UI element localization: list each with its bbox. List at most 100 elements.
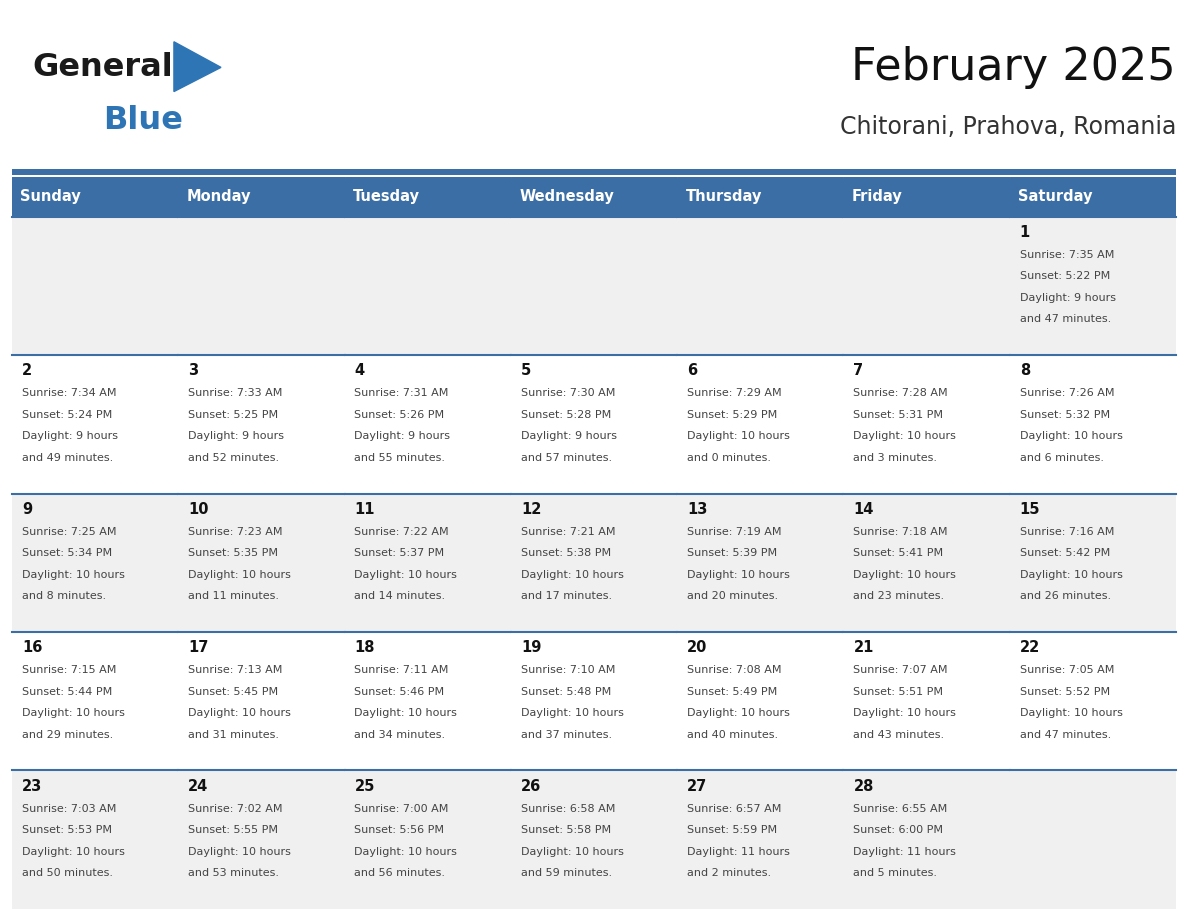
Text: Sunset: 5:41 PM: Sunset: 5:41 PM	[853, 548, 943, 558]
Text: Sunrise: 7:16 AM: Sunrise: 7:16 AM	[1019, 527, 1114, 537]
Text: 18: 18	[354, 640, 375, 655]
Text: Sunrise: 7:35 AM: Sunrise: 7:35 AM	[1019, 250, 1114, 260]
Text: Sunrise: 7:13 AM: Sunrise: 7:13 AM	[188, 666, 283, 675]
Text: Sunset: 5:25 PM: Sunset: 5:25 PM	[188, 409, 278, 420]
Text: Daylight: 10 hours: Daylight: 10 hours	[354, 846, 457, 856]
Text: Sunday: Sunday	[20, 189, 81, 205]
Text: 15: 15	[1019, 502, 1041, 517]
Text: Sunrise: 6:58 AM: Sunrise: 6:58 AM	[520, 803, 615, 813]
Text: Sunset: 5:55 PM: Sunset: 5:55 PM	[188, 825, 278, 835]
Text: Daylight: 10 hours: Daylight: 10 hours	[687, 708, 790, 718]
Text: 27: 27	[687, 778, 707, 794]
Text: 20: 20	[687, 640, 708, 655]
Text: Daylight: 10 hours: Daylight: 10 hours	[853, 570, 956, 579]
Text: Sunset: 6:00 PM: Sunset: 6:00 PM	[853, 825, 943, 835]
Text: 25: 25	[354, 778, 375, 794]
Text: Sunset: 5:37 PM: Sunset: 5:37 PM	[354, 548, 444, 558]
Text: Sunrise: 7:31 AM: Sunrise: 7:31 AM	[354, 388, 449, 398]
Text: Sunrise: 7:07 AM: Sunrise: 7:07 AM	[853, 666, 948, 675]
Text: 1: 1	[1019, 225, 1030, 240]
Text: Friday: Friday	[852, 189, 903, 205]
Text: Daylight: 9 hours: Daylight: 9 hours	[21, 431, 118, 442]
Text: Sunset: 5:51 PM: Sunset: 5:51 PM	[853, 687, 943, 697]
Text: Daylight: 10 hours: Daylight: 10 hours	[687, 570, 790, 579]
Text: Sunset: 5:42 PM: Sunset: 5:42 PM	[1019, 548, 1110, 558]
Text: Sunrise: 7:08 AM: Sunrise: 7:08 AM	[687, 666, 782, 675]
Text: and 55 minutes.: and 55 minutes.	[354, 453, 446, 463]
Text: Sunset: 5:38 PM: Sunset: 5:38 PM	[520, 548, 611, 558]
Text: Sunset: 5:39 PM: Sunset: 5:39 PM	[687, 548, 777, 558]
Text: 9: 9	[21, 502, 32, 517]
Text: Sunrise: 7:21 AM: Sunrise: 7:21 AM	[520, 527, 615, 537]
Text: and 59 minutes.: and 59 minutes.	[520, 868, 612, 878]
Text: Sunset: 5:24 PM: Sunset: 5:24 PM	[21, 409, 112, 420]
Text: 6: 6	[687, 364, 697, 378]
Polygon shape	[173, 41, 221, 92]
Text: Chitorani, Prahova, Romania: Chitorani, Prahova, Romania	[840, 115, 1176, 140]
Text: Wednesday: Wednesday	[519, 189, 614, 205]
Text: Daylight: 10 hours: Daylight: 10 hours	[1019, 431, 1123, 442]
Text: 14: 14	[853, 502, 874, 517]
Text: and 2 minutes.: and 2 minutes.	[687, 868, 771, 878]
Text: Sunset: 5:46 PM: Sunset: 5:46 PM	[354, 687, 444, 697]
Text: Sunrise: 7:29 AM: Sunrise: 7:29 AM	[687, 388, 782, 398]
Text: 26: 26	[520, 778, 541, 794]
Text: and 49 minutes.: and 49 minutes.	[21, 453, 113, 463]
Text: Sunset: 5:56 PM: Sunset: 5:56 PM	[354, 825, 444, 835]
Text: Sunrise: 7:03 AM: Sunrise: 7:03 AM	[21, 803, 116, 813]
Text: and 50 minutes.: and 50 minutes.	[21, 868, 113, 878]
Text: Sunset: 5:29 PM: Sunset: 5:29 PM	[687, 409, 777, 420]
Text: Daylight: 10 hours: Daylight: 10 hours	[520, 708, 624, 718]
Text: 23: 23	[21, 778, 42, 794]
Text: and 26 minutes.: and 26 minutes.	[1019, 591, 1111, 601]
Text: and 3 minutes.: and 3 minutes.	[853, 453, 937, 463]
Text: Sunset: 5:34 PM: Sunset: 5:34 PM	[21, 548, 112, 558]
Text: Sunset: 5:31 PM: Sunset: 5:31 PM	[853, 409, 943, 420]
Text: Sunset: 5:22 PM: Sunset: 5:22 PM	[1019, 272, 1110, 281]
Text: 2: 2	[21, 364, 32, 378]
Text: Sunrise: 7:10 AM: Sunrise: 7:10 AM	[520, 666, 615, 675]
Text: Tuesday: Tuesday	[353, 189, 419, 205]
Text: 11: 11	[354, 502, 375, 517]
Text: Sunrise: 7:19 AM: Sunrise: 7:19 AM	[687, 527, 782, 537]
Text: 5: 5	[520, 364, 531, 378]
Text: Sunset: 5:28 PM: Sunset: 5:28 PM	[520, 409, 611, 420]
Text: Sunset: 5:48 PM: Sunset: 5:48 PM	[520, 687, 611, 697]
Text: Daylight: 10 hours: Daylight: 10 hours	[853, 431, 956, 442]
Text: Daylight: 11 hours: Daylight: 11 hours	[687, 846, 790, 856]
Text: Daylight: 11 hours: Daylight: 11 hours	[853, 846, 956, 856]
Text: and 14 minutes.: and 14 minutes.	[354, 591, 446, 601]
Text: Daylight: 10 hours: Daylight: 10 hours	[520, 846, 624, 856]
Text: February 2025: February 2025	[852, 46, 1176, 89]
Text: Daylight: 10 hours: Daylight: 10 hours	[853, 708, 956, 718]
Text: Sunrise: 6:55 AM: Sunrise: 6:55 AM	[853, 803, 948, 813]
Text: 3: 3	[188, 364, 198, 378]
Text: and 40 minutes.: and 40 minutes.	[687, 730, 778, 740]
Text: Sunrise: 7:22 AM: Sunrise: 7:22 AM	[354, 527, 449, 537]
Text: and 31 minutes.: and 31 minutes.	[188, 730, 279, 740]
Text: and 34 minutes.: and 34 minutes.	[354, 730, 446, 740]
Text: Sunrise: 7:18 AM: Sunrise: 7:18 AM	[853, 527, 948, 537]
Text: and 17 minutes.: and 17 minutes.	[520, 591, 612, 601]
Text: and 37 minutes.: and 37 minutes.	[520, 730, 612, 740]
Text: and 5 minutes.: and 5 minutes.	[853, 868, 937, 878]
Text: Daylight: 10 hours: Daylight: 10 hours	[21, 846, 125, 856]
Text: Sunrise: 7:00 AM: Sunrise: 7:00 AM	[354, 803, 449, 813]
Text: Sunrise: 7:28 AM: Sunrise: 7:28 AM	[853, 388, 948, 398]
Text: Sunset: 5:58 PM: Sunset: 5:58 PM	[520, 825, 611, 835]
Text: Sunrise: 7:30 AM: Sunrise: 7:30 AM	[520, 388, 615, 398]
Text: Sunrise: 7:02 AM: Sunrise: 7:02 AM	[188, 803, 283, 813]
Text: General: General	[33, 52, 173, 83]
Text: Daylight: 9 hours: Daylight: 9 hours	[1019, 293, 1116, 303]
Text: Monday: Monday	[187, 189, 251, 205]
Text: Daylight: 10 hours: Daylight: 10 hours	[1019, 570, 1123, 579]
Text: 12: 12	[520, 502, 542, 517]
Text: Sunset: 5:45 PM: Sunset: 5:45 PM	[188, 687, 278, 697]
Text: Saturday: Saturday	[1018, 189, 1093, 205]
Text: Daylight: 10 hours: Daylight: 10 hours	[687, 431, 790, 442]
Text: and 6 minutes.: and 6 minutes.	[1019, 453, 1104, 463]
Text: 22: 22	[1019, 640, 1040, 655]
Text: Daylight: 10 hours: Daylight: 10 hours	[354, 570, 457, 579]
Text: and 29 minutes.: and 29 minutes.	[21, 730, 113, 740]
Text: Daylight: 10 hours: Daylight: 10 hours	[21, 708, 125, 718]
